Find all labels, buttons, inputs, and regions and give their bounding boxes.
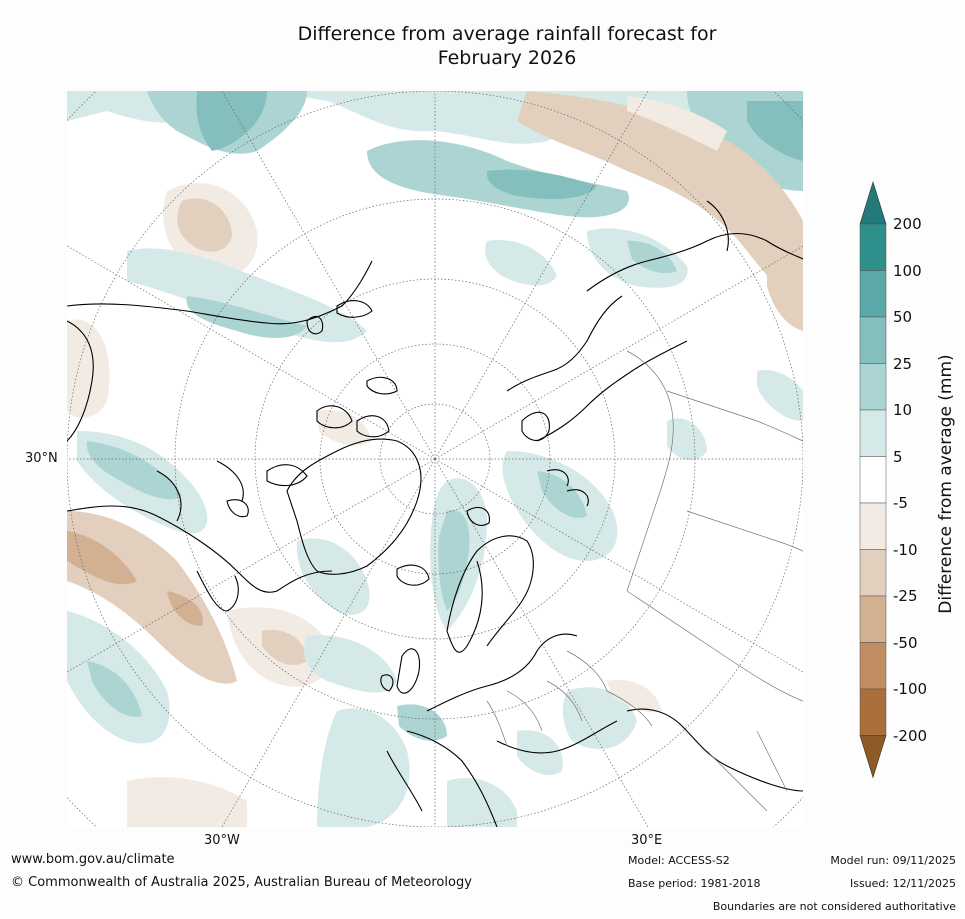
country-borders	[486, 350, 803, 812]
colorbar-tick-label: 25	[893, 354, 913, 373]
model-run-date: Model run: 09/11/2025	[830, 854, 956, 867]
colorbar-band	[859, 316, 887, 364]
map-title-line2: February 2026	[437, 47, 577, 69]
colorbar-tick-label: -25	[893, 587, 918, 605]
model-name: Model: ACCESS-S2	[628, 854, 730, 867]
colorbar-band	[859, 270, 887, 318]
colorbar-band	[859, 549, 887, 597]
colorbar-band	[859, 363, 887, 411]
colorbar-tick-label: 200	[893, 215, 922, 233]
website-link[interactable]: www.bom.gov.au/climate	[11, 852, 175, 867]
lat-label-30n: 30°N	[25, 451, 58, 466]
map-canvas	[67, 91, 803, 827]
colorbar-tick-label: 5	[893, 447, 903, 466]
colorbar-tick-label: -50	[893, 633, 918, 652]
colorbar-band	[859, 688, 887, 736]
coastlines	[67, 200, 803, 827]
graticule	[67, 91, 803, 827]
colorbar-band	[859, 409, 887, 457]
colorbar-band	[859, 456, 887, 504]
issued-date: Issued: 12/11/2025	[849, 877, 956, 890]
copyright-text: © Commonwealth of Australia 2025, Austra…	[11, 875, 472, 890]
colorbar-tick-label: 10	[893, 401, 913, 419]
colorbar-band	[859, 642, 887, 690]
colorbar-over-arrow	[859, 180, 887, 225]
colorbar-tick-label: -10	[893, 540, 918, 559]
colorbar	[859, 180, 887, 779]
rainfall-anomaly-map[interactable]	[67, 91, 803, 827]
colorbar-band	[859, 595, 887, 643]
boundary-disclaimer: Boundaries are not considered authoritat…	[712, 900, 956, 913]
map-title: Difference from average rainfall forecas…	[0, 22, 965, 70]
colorbar-band	[859, 502, 887, 550]
colorbar-tick-label: -200	[893, 726, 928, 745]
lon-label-30e: 30°E	[631, 833, 663, 848]
colorbar-tick-label: -100	[893, 680, 928, 698]
anomaly-shading	[67, 91, 803, 827]
colorbar-tick-label: 50	[893, 308, 913, 326]
map-title-line1: Difference from average rainfall forecas…	[297, 23, 717, 45]
colorbar-title: Difference from average (mm)	[936, 354, 956, 614]
colorbar-under-arrow	[859, 735, 887, 779]
colorbar-tick-label: 100	[893, 261, 922, 280]
colorbar-tick-label: -5	[893, 494, 908, 512]
colorbar-band	[859, 223, 887, 271]
base-period: Base period: 1981-2018	[628, 877, 761, 890]
lon-label-30w: 30°W	[204, 833, 240, 848]
